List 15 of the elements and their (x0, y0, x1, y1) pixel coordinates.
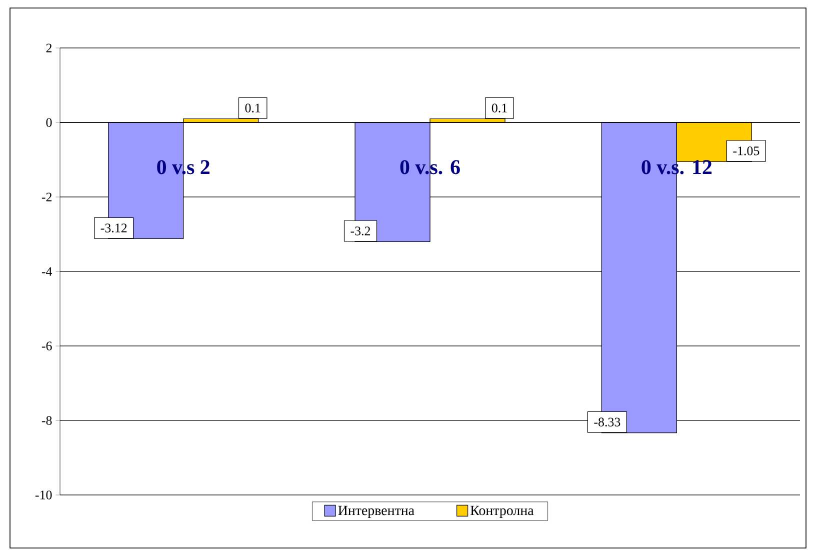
y-tick-label: -6 (42, 342, 52, 350)
data-label: -3.12 (100, 224, 127, 232)
y-tick-label: -2 (42, 192, 52, 202)
data-label: 0.1 (492, 104, 507, 112)
y-tick-label: -4 (42, 267, 52, 276)
y-tick-label: -8 (42, 416, 52, 425)
data-label: -8.33 (594, 418, 620, 426)
data-label: 0.1 (245, 104, 260, 112)
legend-label: Контролна (470, 506, 534, 518)
y-tick-label: 0 (46, 118, 52, 127)
y-tick-label: -10 (35, 490, 52, 500)
legend-label: Интервентна (338, 506, 414, 518)
y-tick-label: 2 (46, 44, 52, 52)
data-label: -1.05 (733, 146, 760, 156)
data-label: -3.2 (350, 226, 370, 236)
